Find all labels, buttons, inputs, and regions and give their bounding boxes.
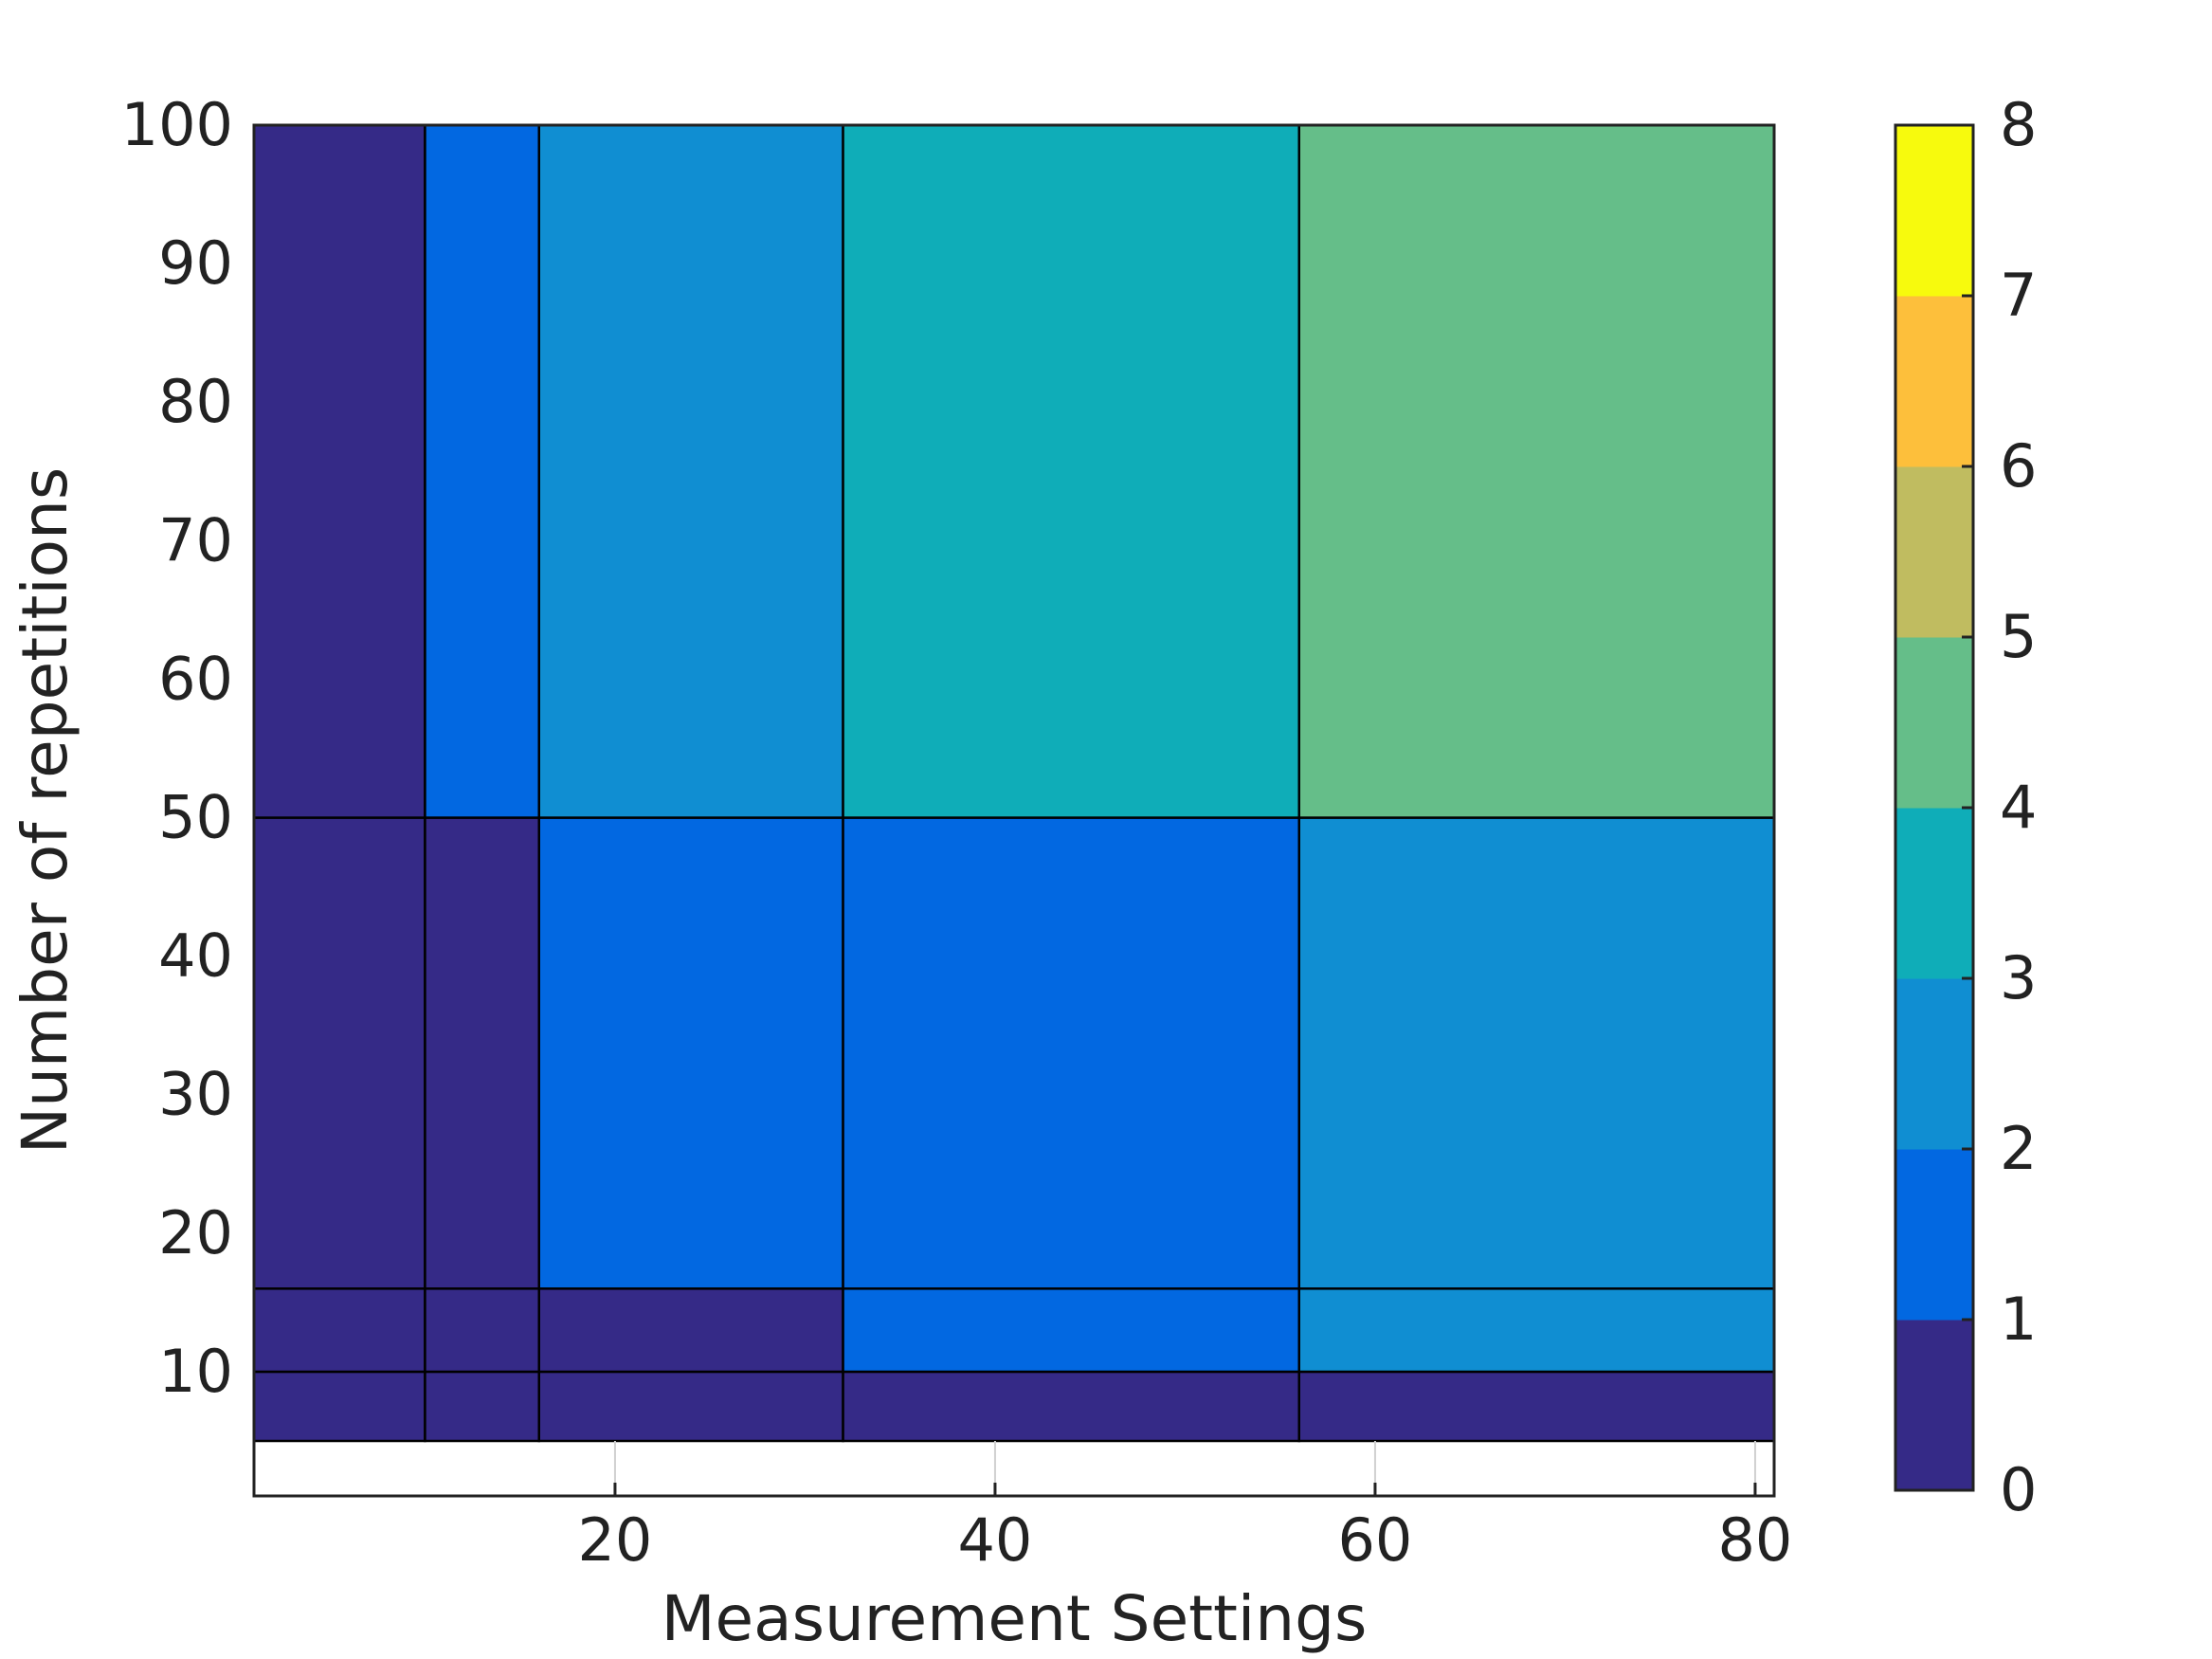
- colorbar-tick-label: 5: [2000, 602, 2037, 671]
- plot-frame: [252, 123, 1776, 1498]
- colorbar-tick-label: 1: [2000, 1285, 2037, 1354]
- heatmap-cell: [1297, 816, 1776, 1290]
- y-axis-label: Number of repetitions: [9, 467, 82, 1155]
- colorbar-tick-label: 0: [2000, 1455, 2037, 1524]
- colorbar-segment: [1895, 466, 1973, 638]
- y-tick-label: 10: [158, 1337, 233, 1406]
- heatmap-cell: [537, 123, 844, 819]
- y-tick-label: 50: [158, 783, 233, 852]
- colorbar-segment: [1895, 808, 1973, 979]
- colorbar-tick-label: 6: [2000, 431, 2037, 501]
- heatmap-cell: [842, 1287, 1300, 1374]
- colorbar-segment: [1895, 1149, 1973, 1321]
- heatmap-cell: [252, 1370, 426, 1443]
- heatmap-cell: [537, 1287, 844, 1374]
- heatmap-cell: [537, 1370, 844, 1443]
- y-tick-label: 30: [158, 1060, 233, 1129]
- heatmap-cell: [537, 816, 844, 1290]
- y-tick-label: 20: [158, 1198, 233, 1267]
- x-tick-label: 20: [577, 1505, 652, 1575]
- colorbar-tick-label: 2: [2000, 1114, 2037, 1183]
- heatmap-cell: [424, 1370, 541, 1443]
- heatmap-cell: [842, 123, 1300, 819]
- x-axis-ticks: 20 40 60 80: [577, 1441, 1792, 1575]
- heatmap-cell: [1297, 1287, 1776, 1374]
- heatmap-cell: [842, 1370, 1300, 1443]
- colorbar-tick-label: 8: [2000, 90, 2037, 159]
- colorbar-tick-label: 3: [2000, 943, 2037, 1012]
- heatmap-cell: [424, 1287, 541, 1374]
- heatmap-cell: [424, 816, 541, 1290]
- colorbar-segment: [1895, 296, 1973, 467]
- heatmap-cell: [1297, 1370, 1776, 1443]
- y-tick-label: 90: [158, 228, 233, 298]
- colorbar-segment: [1895, 978, 1973, 1150]
- heatmap-cell: [252, 816, 426, 1290]
- x-axis-label: Measurement Settings: [662, 1582, 1368, 1655]
- heatmap-cell: [252, 1287, 426, 1374]
- x-tick-label: 40: [957, 1505, 1032, 1575]
- y-tick-label: 70: [158, 505, 233, 574]
- y-axis-ticks: 10 20 30 40 50 60 70 80 90 100: [121, 90, 233, 1406]
- x-tick-label: 60: [1337, 1505, 1412, 1575]
- y-tick-label: 40: [158, 921, 233, 991]
- heatmap-cells: [252, 123, 1776, 1443]
- colorbar-segment: [1895, 125, 1973, 297]
- y-tick-label: 60: [158, 644, 233, 713]
- heatmap-cell: [842, 816, 1300, 1290]
- colorbar-segment: [1895, 637, 1973, 809]
- heatmap-cell: [252, 123, 426, 819]
- colorbar-segment: [1895, 1320, 1973, 1491]
- colorbar-tick-label: 7: [2000, 261, 2037, 330]
- y-tick-label: 80: [158, 367, 233, 436]
- colorbar: 0 1 2 3 4 5 6 7 8: [1894, 90, 2037, 1524]
- heatmap-cell: [424, 123, 541, 819]
- colorbar-tick-label: 4: [2000, 773, 2037, 842]
- heatmap-cell: [1297, 123, 1776, 819]
- x-tick-label: 80: [1717, 1505, 1792, 1575]
- y-tick-label: 100: [121, 90, 233, 159]
